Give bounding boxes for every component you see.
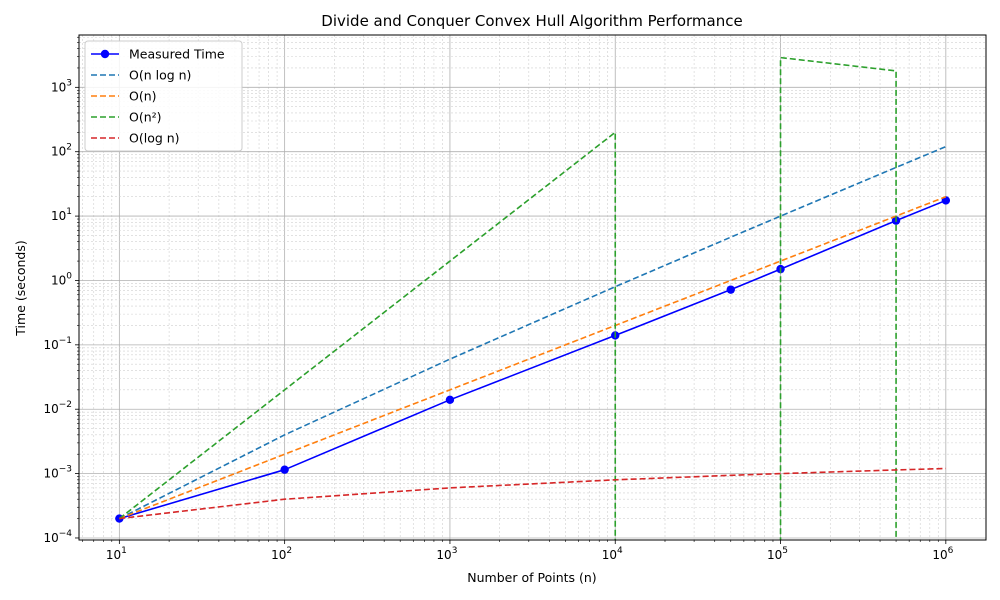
y-tick-label: 101 [51,207,72,223]
x-axis-label: Number of Points (n) [467,570,596,585]
legend-label: O(n log n) [129,68,191,83]
y-axis-label: Time (seconds) [13,240,28,336]
y-tick-label: 10−4 [43,529,72,545]
legend-marker [100,49,110,59]
x-tick-label: 101 [106,546,127,562]
series-line-0 [119,199,947,520]
legend-label: Measured Time [129,47,225,62]
series-line-2 [119,195,947,520]
series-line-1 [118,145,947,520]
x-tick-label: 103 [436,546,457,562]
series-line-3 [118,56,897,540]
legend-label: O(log n) [129,131,180,146]
tick-layer: 101 102 103 104 105 106 10−4 10−3 10−2 10−1 100 101… [43,36,954,562]
x-tick-label: 105 [767,546,788,562]
y-tick-label: 103 [51,78,72,94]
y-tick-label: 100 [51,271,72,287]
series-layer [115,56,951,540]
y-tick-label: 102 [51,143,72,159]
x-tick-label: 102 [271,546,292,562]
legend: Measured Time O(n log n) O(n) O(n²) O(log n) [84,40,243,152]
x-tick-label: 106 [932,546,953,562]
chart-title: Divide and Conquer Convex Hull Algorithm… [321,12,742,30]
data-point [445,395,455,405]
legend-box [84,40,243,152]
legend-label: O(n²) [129,110,162,125]
y-tick-label: 10−3 [43,465,72,481]
data-point [726,285,735,294]
series-line-4 [119,467,946,520]
legend-label: O(n) [129,89,157,104]
y-tick-label: 10−1 [43,336,72,352]
data-point [280,465,289,474]
plot-frame [78,34,987,541]
y-tick-label: 10−2 [43,400,72,416]
x-tick-label: 104 [602,546,623,562]
